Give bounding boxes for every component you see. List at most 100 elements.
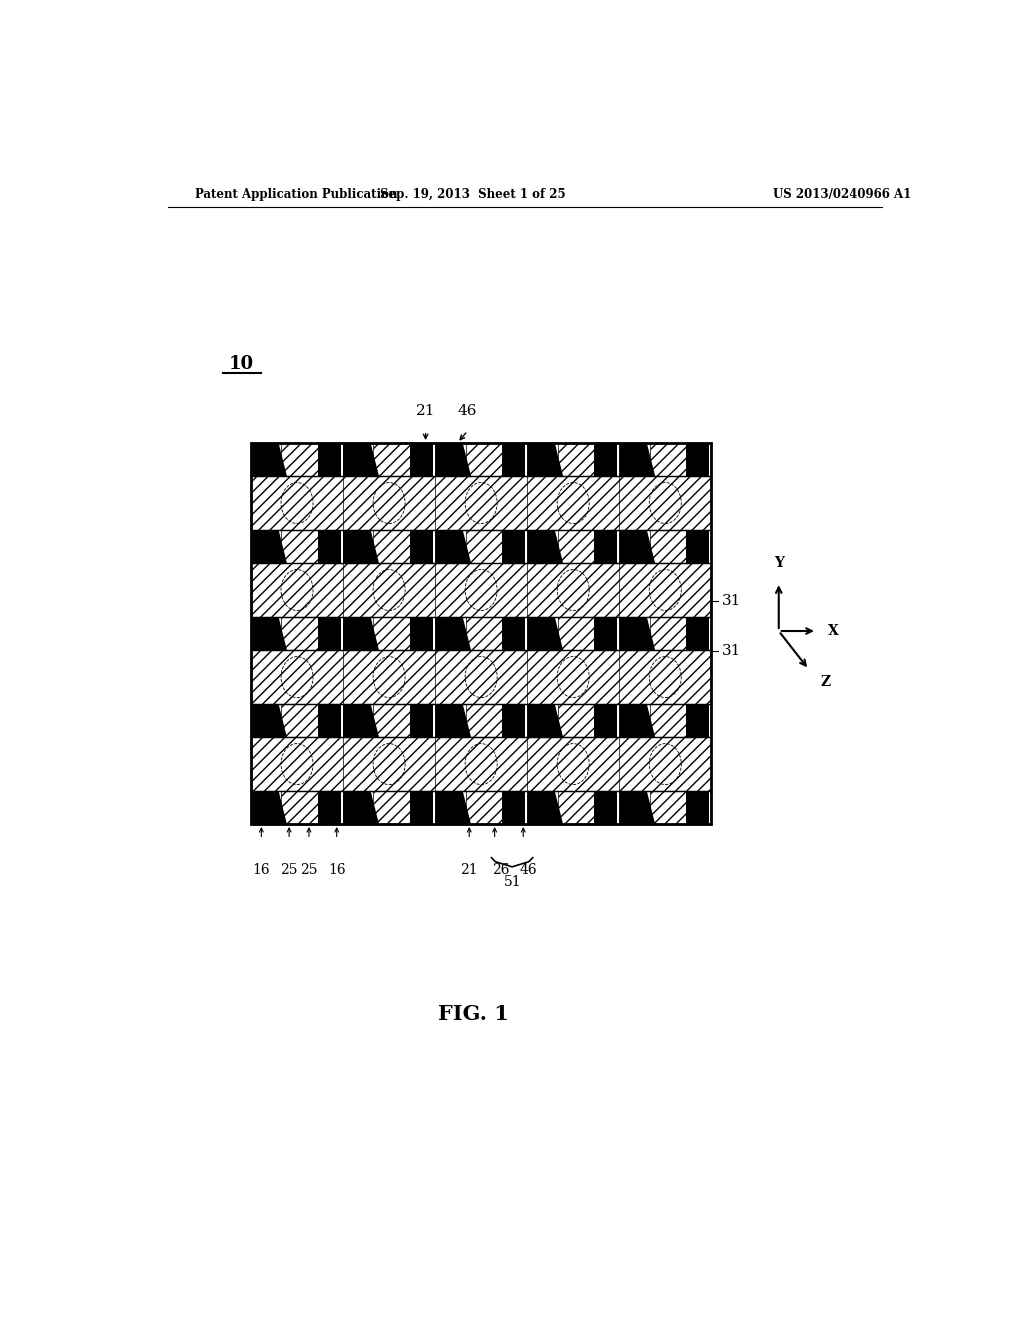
Text: 46: 46 [458,404,477,417]
Polygon shape [435,444,471,477]
Polygon shape [649,704,686,737]
Text: Y: Y [774,556,783,570]
Text: 25: 25 [281,863,298,876]
Polygon shape [557,791,594,824]
Polygon shape [411,531,433,564]
Polygon shape [594,531,617,564]
Polygon shape [466,444,503,477]
Bar [251,477,712,531]
Polygon shape [282,531,318,564]
Polygon shape [318,791,341,824]
Polygon shape [557,444,594,477]
Text: 21: 21 [416,404,435,417]
Polygon shape [343,444,379,477]
Polygon shape [649,444,686,477]
Polygon shape [620,616,655,651]
Polygon shape [557,531,594,564]
Polygon shape [557,704,594,737]
Polygon shape [435,531,471,564]
Polygon shape [594,444,617,477]
Polygon shape [374,616,411,651]
Polygon shape [527,704,563,737]
Polygon shape [503,791,525,824]
Polygon shape [594,704,617,737]
Polygon shape [503,531,525,564]
Polygon shape [282,791,318,824]
Polygon shape [251,791,287,824]
Polygon shape [503,616,525,651]
Polygon shape [686,791,710,824]
Polygon shape [557,616,594,651]
Polygon shape [686,444,710,477]
Text: 21: 21 [461,863,478,876]
Text: 26: 26 [493,863,510,876]
Polygon shape [503,444,525,477]
Polygon shape [374,444,411,477]
Bar [251,564,712,616]
Polygon shape [435,791,471,824]
Polygon shape [649,531,686,564]
Polygon shape [251,444,287,477]
Polygon shape [620,791,655,824]
Polygon shape [686,616,710,651]
Polygon shape [374,704,411,737]
Bar [251,564,712,616]
Polygon shape [251,704,287,737]
Polygon shape [435,616,471,651]
Bar [251,737,712,791]
Polygon shape [282,444,318,477]
Polygon shape [318,704,341,737]
Polygon shape [411,791,433,824]
Text: X: X [828,624,839,638]
Polygon shape [411,704,433,737]
Text: 16: 16 [328,863,345,876]
Polygon shape [374,791,411,824]
Text: 46: 46 [520,863,538,876]
Polygon shape [343,531,379,564]
Text: US 2013/0240966 A1: US 2013/0240966 A1 [773,189,911,202]
Polygon shape [686,704,710,737]
Polygon shape [503,704,525,737]
Polygon shape [411,444,433,477]
Polygon shape [527,616,563,651]
Polygon shape [282,616,318,651]
Polygon shape [318,444,341,477]
Polygon shape [466,704,503,737]
Polygon shape [343,704,379,737]
Polygon shape [594,616,617,651]
Polygon shape [411,616,433,651]
Text: 51: 51 [504,875,521,888]
Bar [251,444,712,824]
Polygon shape [594,791,617,824]
Polygon shape [686,531,710,564]
Polygon shape [318,531,341,564]
Polygon shape [343,791,379,824]
Text: Z: Z [820,675,830,689]
Text: FIG. 1: FIG. 1 [438,1005,509,1024]
Polygon shape [435,704,471,737]
Polygon shape [282,704,318,737]
Polygon shape [374,531,411,564]
Polygon shape [620,704,655,737]
Bar [251,651,712,704]
Polygon shape [527,531,563,564]
Bar [251,737,712,791]
Polygon shape [466,616,503,651]
Bar [251,651,712,704]
Polygon shape [251,531,287,564]
Text: 16: 16 [253,863,270,876]
Text: Sep. 19, 2013  Sheet 1 of 25: Sep. 19, 2013 Sheet 1 of 25 [380,189,566,202]
Polygon shape [343,616,379,651]
Bar [251,477,712,531]
Bar [251,444,712,824]
Text: 10: 10 [229,355,254,372]
Text: 25: 25 [300,863,317,876]
Polygon shape [620,444,655,477]
Text: Patent Application Publication: Patent Application Publication [196,189,398,202]
Polygon shape [527,444,563,477]
Polygon shape [466,791,503,824]
Polygon shape [620,531,655,564]
Text: 31: 31 [722,594,741,607]
Polygon shape [527,791,563,824]
Polygon shape [318,616,341,651]
